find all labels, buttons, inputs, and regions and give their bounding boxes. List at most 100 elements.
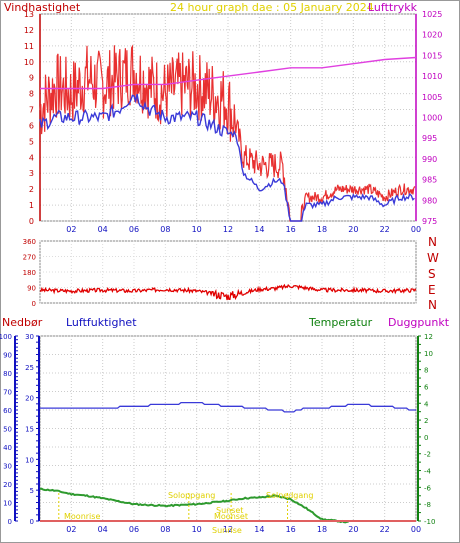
average-wind-line <box>39 93 415 222</box>
pressure-label: Lufttrykk <box>368 1 418 14</box>
wind-xtick-label: 00 <box>411 225 421 234</box>
direction-ytick-label: 0 <box>32 300 36 308</box>
wind-ytick-label: 11 <box>24 42 34 51</box>
pressure-ytick-label: 990 <box>422 155 437 164</box>
humidity-ytick-label: 10 <box>3 500 12 508</box>
wind-xtick-label: 14 <box>254 225 264 234</box>
temp-ytick-label: -4 <box>424 468 432 476</box>
wind-ytick-label: 2 <box>29 185 34 194</box>
humidity-xtick-label: 16 <box>286 525 296 534</box>
temp-ytick-label: -8 <box>424 501 431 509</box>
pressure-ytick-label: 1020 <box>422 31 442 40</box>
pressure-ytick-label: 1025 <box>422 10 442 19</box>
humidity-xtick-label: 12 <box>223 525 233 534</box>
wind-xtick-label: 08 <box>160 225 170 234</box>
wind-xtick-label: 16 <box>286 225 296 234</box>
temp-ytick-label: 2 <box>424 417 428 425</box>
humidity-xtick-label: 06 <box>129 525 139 534</box>
humidity-line <box>40 401 416 413</box>
wind-ytick-label: 9 <box>29 74 34 83</box>
temp-ytick-label: 10 <box>424 350 433 358</box>
humidity-ytick-label: 60 <box>3 407 12 415</box>
temp-ytick-label: -10 <box>424 518 435 526</box>
wind-xtick-label: 04 <box>98 225 108 234</box>
temp-ytick-label: -2 <box>424 451 431 459</box>
wind-ytick-label: 5 <box>29 137 34 146</box>
temp-ytick-label: 4 <box>424 400 429 408</box>
pressure-line <box>40 56 417 90</box>
rain-label: Nedbør <box>2 316 43 329</box>
graph-title: 24 hour graph dae : 05 January 2024 <box>170 1 374 14</box>
humidity-xtick-label: 02 <box>66 525 76 534</box>
humidity-ytick-label: 30 <box>3 463 12 471</box>
wind-xtick-label: 12 <box>223 225 233 234</box>
wind-label: Vindhastighet <box>4 1 81 14</box>
compass-w: W <box>427 251 439 265</box>
humidity-ytick-label: 50 <box>3 426 12 434</box>
compass-n-bottom: N <box>428 298 437 312</box>
soloppgang-label: Soloppgang <box>168 491 215 500</box>
wind-xtick-label: 10 <box>192 225 202 234</box>
wind-ytick-label: 7 <box>29 106 34 115</box>
temp-ytick-label: 6 <box>424 383 429 391</box>
pressure-ytick-label: 1005 <box>422 93 442 102</box>
humidity-xtick-label: 08 <box>160 525 170 534</box>
humidity-xtick-label: 22 <box>380 525 390 534</box>
wind-ytick-label: 4 <box>29 153 34 162</box>
wind-xtick-label: 20 <box>348 225 358 234</box>
direction-ytick-label: 270 <box>23 254 36 262</box>
sunset-label: Sunset <box>216 506 243 515</box>
temperature-line <box>39 487 349 524</box>
rain-ytick-label: 30 <box>25 333 34 341</box>
pressure-ytick-label: 980 <box>422 196 437 205</box>
humidity-xtick-label: 14 <box>254 525 264 534</box>
pressure-ytick-label: 995 <box>422 134 437 143</box>
temp-ytick-label: 8 <box>424 367 428 375</box>
rain-ytick-label: 0 <box>30 518 34 526</box>
pressure-ytick-label: 1015 <box>422 51 442 60</box>
wind-ytick-label: 3 <box>29 169 34 178</box>
rain-ytick-label: 5 <box>30 487 34 495</box>
humidity-ytick-label: 90 <box>3 352 12 360</box>
wind-ytick-label: 0 <box>29 217 34 226</box>
compass-n-top: N <box>428 235 437 249</box>
direction-ytick-label: 90 <box>27 285 36 293</box>
compass-e: E <box>428 283 436 297</box>
sunrise-label: Sunrise <box>212 526 242 535</box>
temp-ytick-label: -6 <box>424 484 432 492</box>
humidity-xtick-label: 04 <box>98 525 108 534</box>
wind-xtick-label: 18 <box>317 225 327 234</box>
direction-ytick-label: 180 <box>23 269 36 277</box>
wind-xtick-label: 22 <box>380 225 390 234</box>
humidity-xtick-label: 20 <box>348 525 358 534</box>
humidity-xtick-label: 10 <box>192 525 202 534</box>
pressure-ytick-label: 1010 <box>422 72 442 81</box>
moonrise-label: Moonrise <box>64 512 100 521</box>
temperature-label: Temperatur <box>308 316 373 329</box>
rain-ytick-label: 10 <box>25 456 34 464</box>
wind-direction-line <box>39 283 417 301</box>
humidity-ytick-label: 20 <box>3 481 12 489</box>
dewpoint-label: Duggpunkt <box>388 316 450 329</box>
wind-ytick-label: 8 <box>29 90 34 99</box>
wind-ytick-label: 6 <box>29 121 34 130</box>
humidity-ytick-label: 100 <box>0 333 12 341</box>
moonset-label: Moonset <box>214 512 248 521</box>
wind-ytick-label: 13 <box>24 10 34 19</box>
humidity-xtick-label: 00 <box>411 525 421 534</box>
humidity-ytick-label: 70 <box>3 389 12 397</box>
pressure-ytick-label: 975 <box>422 217 437 226</box>
temp-ytick-label: 0 <box>424 434 428 442</box>
rain-ytick-label: 15 <box>25 426 34 434</box>
wind-ytick-label: 1 <box>29 201 34 210</box>
wind-xtick-label: 02 <box>66 225 76 234</box>
pressure-ytick-label: 1000 <box>422 114 442 123</box>
humidity-label: Luftfuktighet <box>66 316 137 329</box>
compass-s: S <box>428 267 436 281</box>
wind-ytick-label: 10 <box>24 58 34 67</box>
temp-ytick-label: 12 <box>424 333 433 341</box>
direction-ytick-label: 360 <box>23 238 36 246</box>
pressure-ytick-label: 985 <box>422 176 437 185</box>
